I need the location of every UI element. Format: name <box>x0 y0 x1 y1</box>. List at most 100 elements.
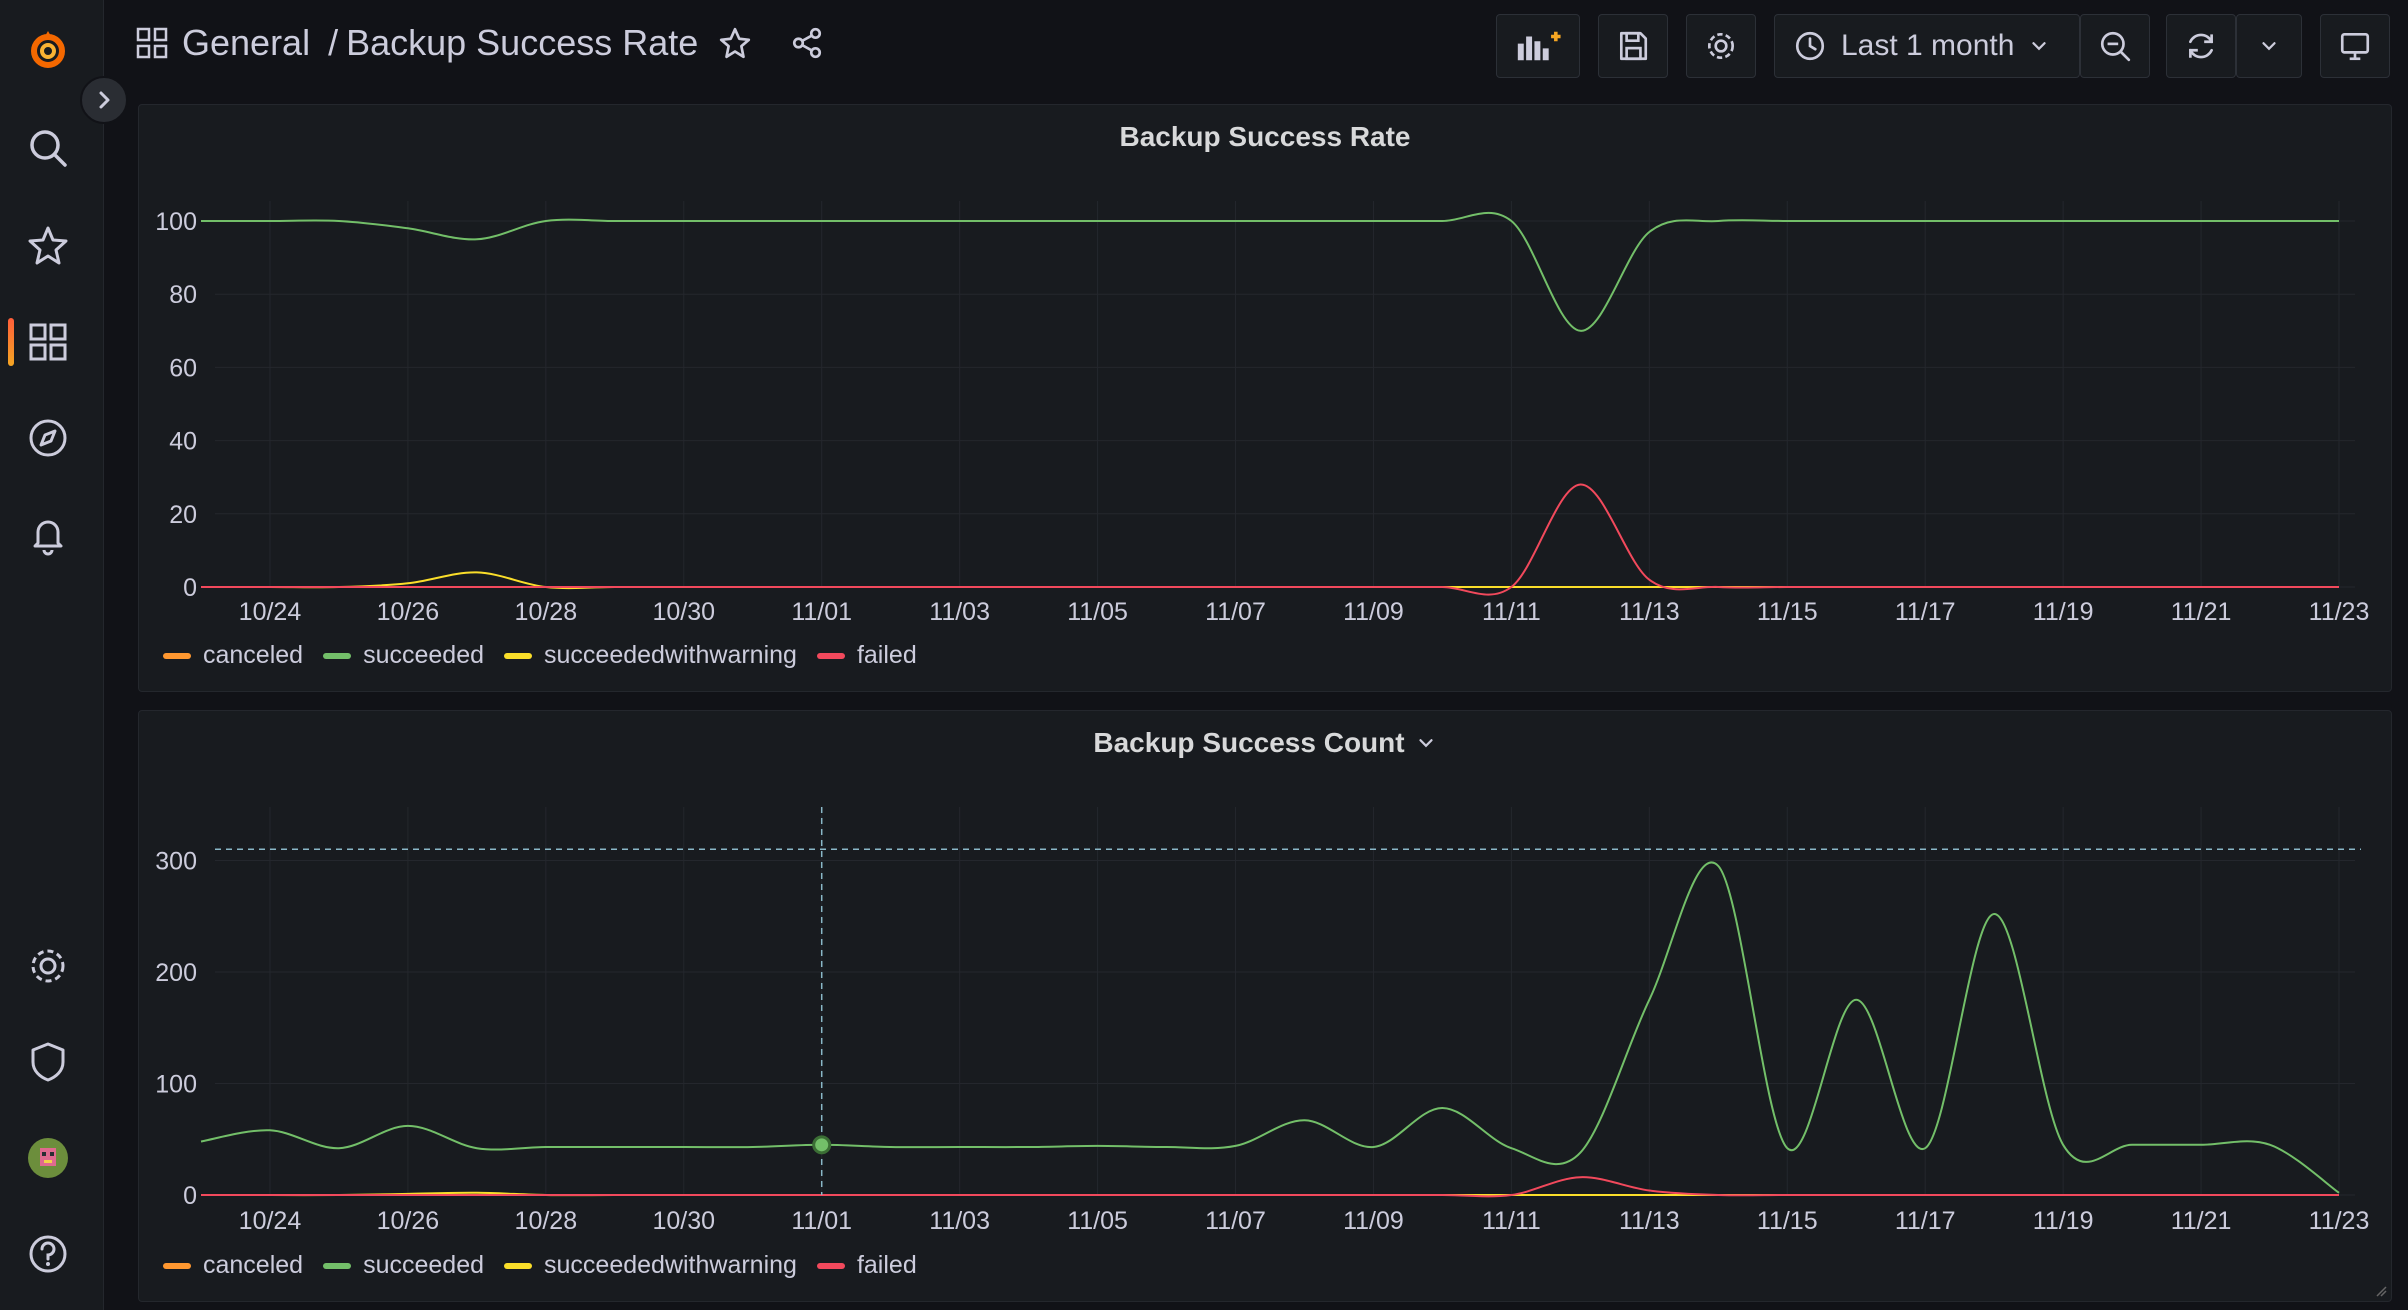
legend-label: succeededwithwarning <box>544 641 797 669</box>
x-tick-label: 10/28 <box>515 598 578 626</box>
help-nav-button[interactable] <box>22 1228 74 1280</box>
admin-nav-button[interactable] <box>22 1036 74 1088</box>
legend-item-failed[interactable]: failed <box>816 641 917 670</box>
x-tick-label: 10/30 <box>652 598 715 626</box>
share-icon[interactable] <box>790 26 824 60</box>
legend-swatch <box>504 652 533 659</box>
kiosk-mode-button[interactable] <box>2320 14 2390 78</box>
save-icon <box>1619 31 1648 61</box>
dashboard-settings-button[interactable] <box>1686 14 1756 78</box>
time-range-picker[interactable]: Last 1 month <box>1774 14 2080 78</box>
x-tick-label: 11/07 <box>1205 1207 1266 1235</box>
panel-title[interactable]: Backup Success Count <box>139 727 2391 759</box>
chevron-down-icon <box>1418 739 1433 748</box>
compass-icon <box>29 419 67 457</box>
series-line-succeeded <box>200 211 2339 332</box>
legend-item-canceled[interactable]: canceled <box>163 641 303 670</box>
legend-label: failed <box>856 1251 917 1279</box>
alerting-nav-button[interactable] <box>22 508 74 560</box>
chevron-down-icon <box>2262 42 2276 51</box>
legend-swatch <box>163 1262 191 1269</box>
x-tick-label: 11/01 <box>791 598 852 626</box>
star-icon <box>28 226 68 265</box>
x-tick-label: 11/09 <box>1343 598 1404 626</box>
settings-nav-button[interactable] <box>22 940 74 992</box>
legend: canceled succeeded succeededwithwarning … <box>163 1251 917 1280</box>
dashboards-icon <box>29 323 67 361</box>
x-tick-label: 11/21 <box>2171 598 2232 626</box>
grafana-logo[interactable] <box>22 24 74 76</box>
legend-label: succeededwithwarning <box>544 1251 797 1279</box>
zoom-out-button[interactable] <box>2080 14 2150 78</box>
x-tick-label: 11/13 <box>1619 1207 1680 1235</box>
x-tick-label: 11/05 <box>1067 1207 1128 1235</box>
x-tick-label: 11/15 <box>1757 598 1818 626</box>
clock-icon <box>1795 31 1825 61</box>
x-tick-label: 11/11 <box>1482 1207 1541 1235</box>
legend-swatch <box>323 1262 352 1269</box>
y-tick-label: 0 <box>183 1182 197 1210</box>
y-tick-label: 200 <box>155 959 197 987</box>
x-tick-label: 11/03 <box>929 1207 990 1235</box>
x-tick-label: 11/17 <box>1895 1207 1956 1235</box>
legend-swatch <box>816 1262 845 1269</box>
legend-item-failed[interactable]: failed <box>816 1251 917 1280</box>
dashboards-nav-button[interactable] <box>22 316 74 368</box>
grafana-logo-icon <box>31 31 65 68</box>
active-indicator <box>8 318 14 366</box>
search-icon <box>30 130 67 167</box>
legend-label: failed <box>856 641 917 669</box>
folder-link[interactable]: General <box>182 22 311 63</box>
resize-handle-icon[interactable] <box>2375 1285 2387 1297</box>
x-tick-label: 11/07 <box>1205 598 1266 626</box>
y-tick-label: 80 <box>169 281 197 309</box>
star-dashboard-icon[interactable] <box>718 26 752 60</box>
breadcrumb-separator: / <box>328 22 339 63</box>
gear-icon <box>1707 32 1735 60</box>
x-tick-label: 11/17 <box>1895 598 1956 626</box>
shield-icon <box>31 1042 65 1082</box>
legend-item-succeeded[interactable]: succeeded <box>323 1251 484 1280</box>
legend-label: succeeded <box>363 641 485 669</box>
x-tick-label: 10/28 <box>515 1207 578 1235</box>
help-icon <box>29 1235 67 1273</box>
panel-backup-success-rate[interactable]: Backup Success Rate 10/24 10/26 10/28 10/30… <box>138 104 2392 692</box>
legend-item-succeededwithwarning[interactable]: succeededwithwarning <box>504 1251 797 1280</box>
dashboard-grid-icon <box>136 27 168 59</box>
refresh-interval-dropdown[interactable] <box>2236 14 2302 78</box>
refresh-button[interactable] <box>2166 14 2236 78</box>
y-tick-label: 40 <box>169 428 197 456</box>
zoom-out-icon <box>2100 31 2131 62</box>
x-tick-label: 10/26 <box>377 1207 440 1235</box>
legend-item-succeeded[interactable]: succeeded <box>323 641 484 670</box>
x-tick-label: 11/23 <box>2309 1207 2370 1235</box>
explore-nav-button[interactable] <box>22 412 74 464</box>
x-tick-label: 11/01 <box>791 1207 852 1235</box>
breadcrumb: General / Backup Success Rate <box>136 22 824 64</box>
legend-item-succeededwithwarning[interactable]: succeededwithwarning <box>504 641 797 670</box>
y-tick-label: 100 <box>155 208 197 236</box>
panel-title[interactable]: Backup Success Rate <box>1119 121 1411 152</box>
time-range-label: Last 1 month <box>1841 29 2015 62</box>
x-tick-label: 11/23 <box>2309 598 2370 626</box>
dashboard-navbar: General / Backup Success Rate Last 1 mon… <box>104 0 2408 92</box>
search-nav-button[interactable] <box>22 122 74 174</box>
starred-nav-button[interactable] <box>22 220 74 272</box>
sidebar-expand-button[interactable] <box>80 76 128 124</box>
panel-backup-success-count[interactable]: Backup Success Count 10/24 10/26 10/28 10/3… <box>138 710 2392 1302</box>
legend-label: succeeded <box>363 1251 485 1279</box>
x-tick-label: 11/13 <box>1619 598 1680 626</box>
save-dashboard-button[interactable] <box>1598 14 1668 78</box>
x-tick-label: 10/26 <box>377 598 440 626</box>
legend-item-canceled[interactable]: canceled <box>163 1251 303 1280</box>
user-avatar[interactable] <box>22 1132 74 1184</box>
refresh-icon <box>2189 33 2213 59</box>
x-tick-label: 10/24 <box>239 1207 302 1235</box>
x-tick-label: 11/21 <box>2171 1207 2232 1235</box>
chevron-right-icon <box>99 91 110 109</box>
bell-icon <box>33 520 63 556</box>
add-panel-button[interactable] <box>1496 14 1580 78</box>
dashboard-title[interactable]: Backup Success Rate <box>346 22 699 63</box>
legend-swatch <box>163 652 191 659</box>
x-tick-label: 10/30 <box>652 1207 715 1235</box>
